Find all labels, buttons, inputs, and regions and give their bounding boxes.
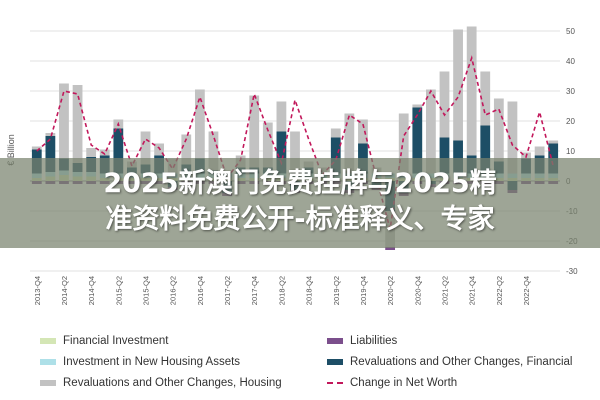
x-tick-label: 2014-Q4 [87, 276, 96, 305]
x-tick-label: 2015-Q2 [114, 276, 123, 305]
bar-revaluations-and-other-changes-housing-2021-Q3 [453, 29, 463, 141]
legend-item-new-housing: Investment in New Housing Assets [40, 353, 240, 371]
overlay-title-line-2: 准资料免费公开-标准释义、专家 [105, 204, 495, 235]
bar-revaluations-and-other-changes-financial-2021-Q3 [453, 140, 463, 174]
x-tick-label: 2013-Q4 [33, 276, 42, 305]
legend-label: Revaluations and Other Changes, Housing [63, 377, 282, 389]
bar-revaluations-and-other-changes-housing-2020-Q4 [412, 104, 423, 108]
x-tick-label: 2020-Q4 [413, 276, 422, 305]
bar-revaluations-and-other-changes-housing-2014-Q1 [45, 133, 56, 136]
legend-swatch-icon [40, 338, 56, 344]
bar-revaluations-and-other-changes-housing-2014-Q3 [72, 85, 83, 163]
x-tick-labels: 2013-Q4 2014-Q2 2014-Q4 2015-Q2 2015-Q4 2016-… [33, 276, 531, 305]
bar-revaluations-and-other-changes-housing-2017-Q1 [208, 131, 219, 171]
legend-label: Revaluations and Other Changes, Financia… [350, 356, 573, 368]
legend-swatch-icon [40, 359, 56, 365]
y-tick-label: -30 [566, 267, 578, 276]
bar-revaluations-and-other-changes-financial-2014-Q1 [45, 136, 56, 172]
bar-revaluations-and-other-changes-housing-2018-Q3 [290, 131, 300, 174]
legend: Financial Investment Investment in New H… [40, 332, 580, 398]
bar-revaluations-and-other-changes-financial-2020-Q4 [412, 107, 423, 174]
bar-revaluations-and-other-changes-housing-2020-Q3 [398, 113, 409, 174]
bar-revaluations-and-other-changes-housing-2016-Q4 [194, 89, 205, 159]
bar-revaluations-and-other-changes-housing-2018-Q1 [262, 122, 273, 168]
bar-revaluations-and-other-changes-housing-2023-Q2 [548, 140, 559, 144]
bar-revaluations-and-other-changes-financial-2015-Q2 [113, 128, 124, 174]
legend-label: Change in Net Worth [350, 377, 458, 389]
bar-revaluations-and-other-changes-housing-2023-Q1 [534, 146, 545, 156]
bar-revaluations-and-other-changes-financial-2021-Q2 [439, 137, 450, 174]
bar-revaluations-and-other-changes-housing-2015-Q1 [99, 149, 110, 156]
legend-swatch-icon [327, 359, 343, 365]
legend-item-financial-investment: Financial Investment [40, 332, 168, 350]
bar-revaluations-and-other-changes-housing-2022-Q3 [507, 101, 518, 174]
bar-revaluations-and-other-changes-housing-2021-Q4 [466, 26, 477, 156]
bar-revaluations-and-other-changes-housing-2014-Q2 [59, 83, 69, 159]
bar-revaluations-and-other-changes-financial-2019-Q2 [330, 137, 341, 174]
y-tick-label: 10 [566, 147, 575, 156]
legend-item-revaluations-financial: Revaluations and Other Changes, Financia… [327, 353, 572, 371]
x-tick-label: 2018-Q4 [305, 276, 314, 305]
y-axis-label: € Billion [6, 134, 16, 166]
bar-revaluations-and-other-changes-housing-2022-Q1 [480, 71, 491, 126]
x-tick-label: 2016-Q4 [196, 276, 205, 305]
bar-revaluations-and-other-changes-housing-2014-Q4 [86, 148, 97, 157]
x-tick-label: 2019-Q4 [359, 276, 368, 305]
x-tick-label: 2017-Q4 [250, 276, 259, 305]
bar-revaluations-and-other-changes-financial-2022-Q1 [480, 125, 491, 174]
legend-swatch-icon [40, 380, 56, 386]
legend-item-revaluations-housing: Revaluations and Other Changes, Housing [40, 374, 282, 392]
y-tick-label: 50 [566, 27, 575, 36]
legend-item-net-worth: Change in Net Worth [327, 374, 457, 392]
y-tick-label: 40 [566, 57, 575, 66]
legend-label: Investment in New Housing Assets [63, 356, 241, 368]
x-tick-label: 2016-Q2 [169, 276, 178, 305]
x-tick-label: 2015-Q4 [142, 276, 151, 305]
title-overlay-banner: 2025新澳门免费挂牌与2025精 准资料免费公开-标准释义、专家 [0, 158, 600, 248]
net-worth-line [36, 55, 554, 230]
legend-dash-icon [327, 382, 343, 384]
net-worth-line-path [36, 55, 554, 230]
bar-revaluations-and-other-changes-housing-2019-Q3 [344, 113, 355, 174]
bar-liabilities-2020-Q2 [385, 247, 396, 250]
legend-label: Liabilities [350, 335, 398, 347]
bar-revaluations-and-other-changes-housing-2021-Q1 [426, 89, 436, 174]
x-tick-label: 2014-Q2 [60, 276, 69, 305]
bar-revaluations-and-other-changes-housing-2018-Q2 [276, 101, 287, 132]
legend-label: Financial Investment [63, 335, 169, 347]
x-tick-label: 2017-Q2 [223, 276, 232, 305]
bar-revaluations-and-other-changes-housing-2013-Q4 [31, 146, 42, 150]
bar-revaluations-and-other-changes-housing-2016-Q1 [154, 143, 164, 156]
legend-item-liabilities: Liabilities [327, 332, 397, 350]
bar-revaluations-and-other-changes-housing-2016-Q3 [181, 134, 192, 165]
x-tick-label: 2021-Q4 [468, 276, 477, 305]
bar-revaluations-and-other-changes-housing-2021-Q2 [439, 71, 450, 138]
x-tick-label: 2018-Q2 [277, 276, 286, 305]
bar-revaluations-and-other-changes-housing-2015-Q4 [140, 131, 151, 165]
y-tick-label: 20 [566, 117, 575, 126]
x-tick-label: 2022-Q2 [495, 276, 504, 305]
y-tick-label: 30 [566, 87, 575, 96]
bar-revaluations-and-other-changes-housing-2022-Q2 [493, 98, 504, 162]
x-tick-label: 2020-Q2 [386, 276, 395, 305]
overlay-title-line-1: 2025新澳门免费挂牌与2025精 [103, 168, 497, 199]
x-tick-label: 2019-Q2 [332, 276, 341, 305]
bar-revaluations-and-other-changes-housing-2017-Q4 [249, 95, 260, 168]
x-tick-label: 2022-Q4 [522, 276, 531, 305]
x-tick-label: 2021-Q2 [440, 276, 449, 305]
bar-revaluations-and-other-changes-housing-2019-Q2 [330, 128, 341, 138]
bar-revaluations-and-other-changes-housing-2019-Q4 [358, 119, 368, 144]
legend-swatch-icon [327, 338, 343, 344]
bar-revaluations-and-other-changes-financial-2018-Q2 [276, 131, 287, 174]
